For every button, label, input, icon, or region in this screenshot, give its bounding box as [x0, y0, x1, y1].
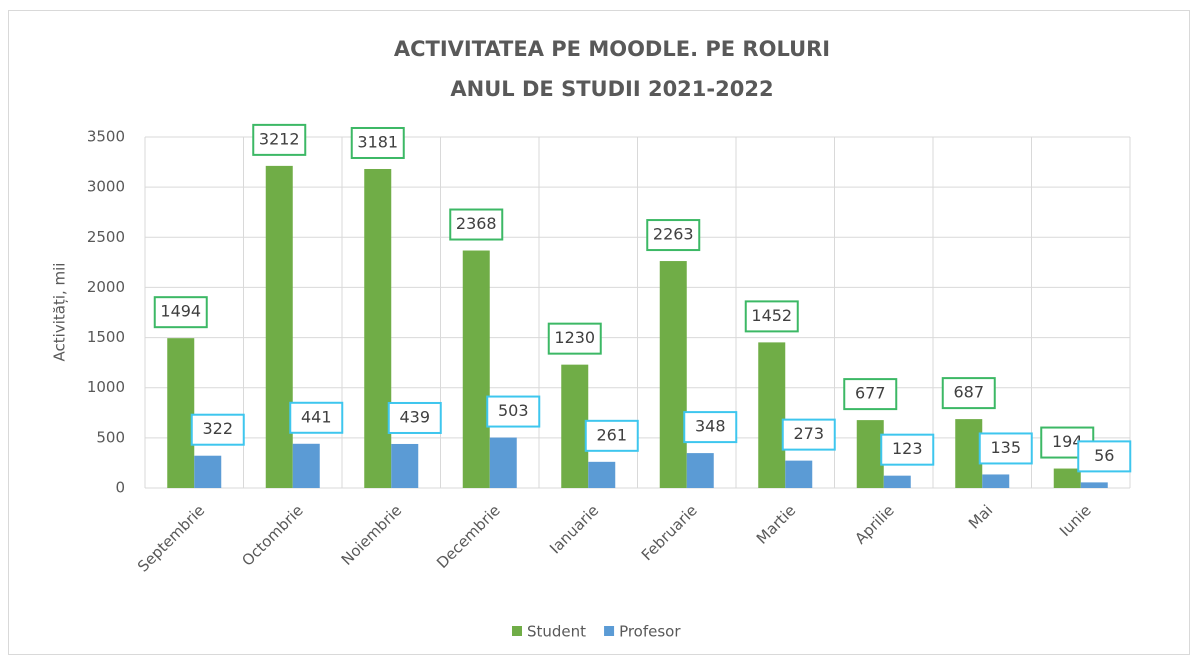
data-label-box	[486, 395, 541, 428]
bar	[167, 338, 195, 488]
data-label: 135	[978, 432, 1033, 465]
bar	[588, 461, 616, 488]
legend-swatch	[512, 626, 522, 636]
legend-swatch	[604, 626, 615, 636]
data-label-text: 439	[399, 407, 430, 426]
data-label: 3181	[350, 126, 405, 159]
data-label: 348	[683, 411, 738, 444]
bar	[265, 165, 293, 489]
data-label: 441	[289, 401, 344, 434]
data-label: 3212	[252, 123, 307, 156]
data-label-text: 1494	[160, 302, 201, 321]
data-label: 56	[1077, 440, 1132, 473]
bar	[883, 475, 911, 488]
data-label: 2368	[449, 208, 504, 241]
data-label-text: 2263	[653, 225, 694, 244]
data-label: 1230	[547, 322, 602, 355]
bar	[561, 364, 589, 488]
data-label-text: 194	[1052, 432, 1083, 451]
data-label: 1452	[744, 300, 799, 333]
bar	[659, 261, 687, 488]
data-label: 439	[387, 401, 442, 434]
data-label-text: 3181	[357, 132, 398, 151]
bar	[489, 437, 517, 488]
chart-title: ACTIVITATEA PE MOODLE. PE ROLURI	[394, 37, 830, 61]
data-label-text: 56	[1094, 446, 1114, 465]
legend-label: Student	[527, 623, 586, 641]
data-label-box	[289, 401, 344, 434]
data-label-box	[683, 411, 738, 444]
data-label-box	[646, 219, 701, 252]
y-tick-label: 1500	[87, 328, 125, 346]
y-tick-label: 500	[96, 428, 125, 446]
data-label-text: 503	[498, 401, 529, 420]
data-label-box	[1077, 440, 1132, 473]
y-tick-label: 2000	[87, 278, 125, 296]
data-label: 677	[843, 378, 898, 411]
bar	[758, 342, 786, 488]
data-label-text: 2368	[456, 214, 497, 233]
y-tick-label: 2500	[87, 228, 125, 246]
data-label: 322	[190, 413, 245, 446]
data-label: 503	[486, 395, 541, 428]
legend-label: Profesor	[619, 623, 681, 641]
data-label: 261	[584, 419, 639, 452]
data-label-box	[350, 126, 405, 159]
data-label-text: 348	[695, 417, 726, 436]
bar	[292, 443, 320, 488]
data-label: 273	[781, 418, 836, 451]
data-label-text: 1452	[751, 306, 792, 325]
data-label-text: 135	[990, 438, 1021, 457]
data-label-box	[252, 123, 307, 156]
data-label-text: 261	[596, 425, 627, 444]
data-label-text: 273	[793, 424, 824, 443]
bar	[462, 250, 490, 488]
data-label-box	[449, 208, 504, 241]
data-label: 1494	[153, 296, 208, 329]
y-tick-label: 0	[115, 479, 125, 497]
data-label-box	[880, 433, 935, 466]
data-label-box	[843, 378, 898, 411]
y-axis-label: Activități, mii	[51, 263, 69, 362]
data-label-box	[387, 401, 442, 434]
data-label-box	[190, 413, 245, 446]
data-label-text: 687	[953, 383, 984, 402]
chart-subtitle: ANUL DE STUDII 2021-2022	[450, 77, 773, 101]
bar	[686, 453, 714, 488]
data-label-box	[781, 418, 836, 451]
bar	[194, 455, 222, 488]
bar	[1053, 468, 1081, 488]
data-label-text: 322	[202, 419, 233, 438]
data-label: 123	[880, 433, 935, 466]
data-label: 2263	[646, 219, 701, 252]
data-label-box	[153, 296, 208, 329]
data-label-text: 1230	[554, 328, 595, 347]
data-label-text: 123	[892, 439, 923, 458]
y-tick-label: 3500	[87, 128, 125, 146]
data-label-box	[547, 322, 602, 355]
data-label-text: 441	[301, 407, 332, 426]
bar	[1080, 482, 1108, 488]
data-label-text: 3212	[259, 129, 300, 148]
y-tick-label: 1000	[87, 378, 125, 396]
data-label-box	[744, 300, 799, 333]
bar	[785, 460, 813, 488]
data-label-text: 677	[855, 384, 886, 403]
data-label-box	[584, 419, 639, 452]
bar	[364, 168, 392, 488]
data-label-box	[941, 377, 996, 410]
bar	[982, 474, 1010, 488]
bar	[391, 443, 419, 488]
y-tick-label: 3000	[87, 178, 125, 196]
data-label-box	[978, 432, 1033, 465]
bar	[856, 420, 884, 488]
data-label: 687	[941, 377, 996, 410]
bar	[955, 419, 983, 488]
